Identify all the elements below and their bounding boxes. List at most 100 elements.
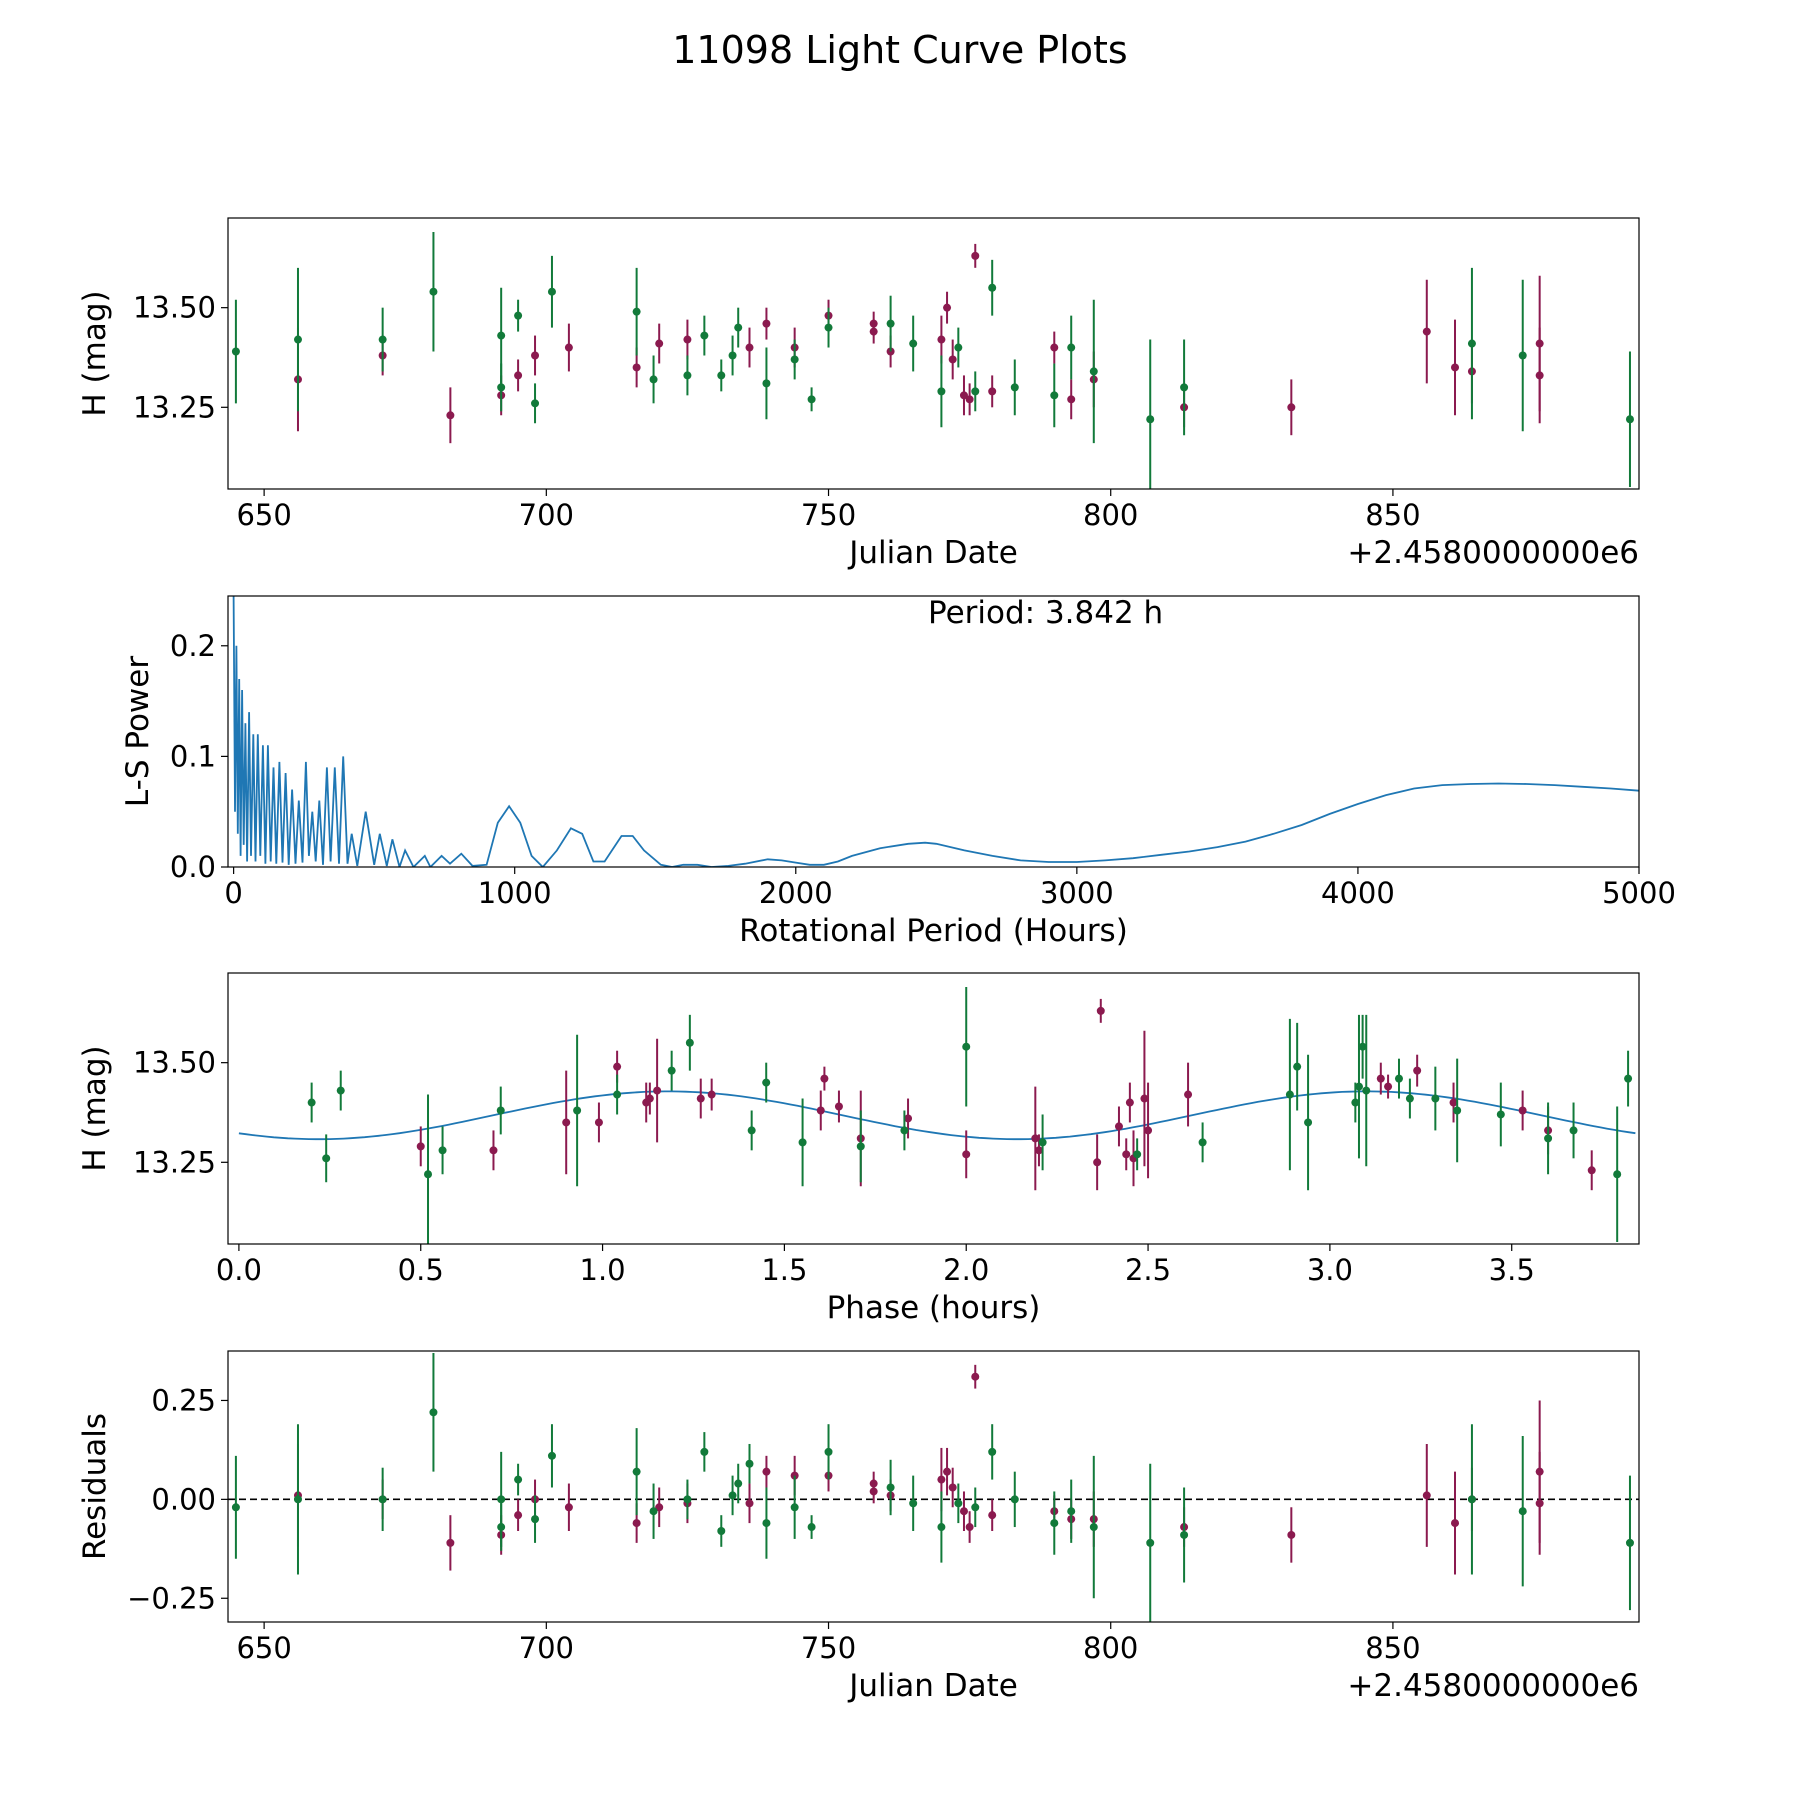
- data-point-r: [1535, 1499, 1544, 1508]
- x-tick-label: 5000: [1602, 876, 1676, 910]
- data-point-g: [886, 319, 895, 328]
- data-point-g: [336, 1086, 345, 1095]
- data-point-r: [937, 1475, 946, 1484]
- x-tick-label: 3.0: [1307, 1253, 1353, 1287]
- data-point-r: [1287, 1530, 1296, 1539]
- data-point-r: [645, 1094, 654, 1103]
- data-point-g: [514, 1475, 523, 1484]
- data-point-r: [655, 1503, 664, 1512]
- data-point-g: [531, 399, 540, 408]
- data-point-g: [728, 1491, 737, 1500]
- y-tick-label: −0.25: [127, 1581, 216, 1615]
- data-point-r: [959, 1507, 968, 1516]
- data-point-g: [1518, 351, 1527, 360]
- x-offset-text: +2.4580000000e6: [1347, 1668, 1639, 1704]
- data-point-r: [869, 327, 878, 336]
- data-point-r: [1050, 343, 1059, 352]
- data-point-g: [807, 1523, 816, 1532]
- data-point-r: [683, 335, 692, 344]
- data-point-r: [1093, 1158, 1102, 1167]
- data-point-r: [1140, 1094, 1149, 1103]
- data-point-g: [1067, 343, 1076, 352]
- y-tick-label: 0.25: [151, 1383, 216, 1417]
- x-tick-label: 1.0: [580, 1253, 626, 1287]
- data-point-r: [655, 339, 664, 348]
- data-point-r: [446, 411, 455, 420]
- data-point-g: [1304, 1118, 1313, 1127]
- period-annotation: Period: 3.842 h: [928, 595, 1163, 631]
- y-tick-label: 0.1: [170, 739, 216, 773]
- data-point-g: [1467, 1495, 1476, 1504]
- data-point-g: [1431, 1094, 1440, 1103]
- data-point-g: [1625, 415, 1634, 424]
- data-point-g: [231, 347, 240, 356]
- data-point-r: [1422, 327, 1431, 336]
- data-point-g: [700, 1447, 709, 1456]
- axes-frame-periodogram: [227, 595, 1640, 868]
- data-point-r: [816, 1106, 825, 1115]
- periodogram-line: [232, 596, 1639, 867]
- y-tick-label: 13.50: [133, 1046, 216, 1080]
- x-tick-label: 1.5: [761, 1253, 807, 1287]
- data-point-g: [514, 311, 523, 320]
- data-point-r: [962, 1150, 971, 1159]
- data-point-g: [378, 335, 387, 344]
- data-point-r: [1449, 1098, 1458, 1107]
- data-point-g: [1146, 1538, 1155, 1547]
- data-point-r: [869, 1487, 878, 1496]
- data-point-r: [745, 1499, 754, 1508]
- data-point-r: [820, 1074, 829, 1083]
- data-point-r: [489, 1146, 498, 1155]
- y-axis-label: Residuals: [77, 1413, 113, 1560]
- data-point-g: [856, 1142, 865, 1151]
- data-point-r: [1535, 371, 1544, 380]
- y-tick-label: 0.00: [151, 1482, 216, 1516]
- data-point-r: [594, 1118, 603, 1127]
- data-point-g: [293, 1495, 302, 1504]
- data-point-g: [762, 379, 771, 388]
- data-point-r: [988, 387, 997, 396]
- data-point-g: [1010, 383, 1019, 392]
- data-point-r: [564, 1503, 573, 1512]
- data-point-g: [1285, 1090, 1294, 1099]
- data-point-g: [937, 387, 946, 396]
- data-point-r: [971, 251, 980, 260]
- data-point-g: [1293, 1062, 1302, 1071]
- data-point-r: [971, 1372, 980, 1381]
- x-tick-label: 2.5: [1125, 1253, 1171, 1287]
- data-point-r: [1451, 1519, 1460, 1528]
- x-tick-label: 3000: [1040, 876, 1114, 910]
- data-point-g: [747, 1126, 756, 1135]
- y-axis-label: H (mag): [77, 1045, 113, 1171]
- data-point-g: [1038, 1138, 1047, 1147]
- data-point-g: [728, 351, 737, 360]
- y-axis-label: L-S Power: [120, 656, 156, 807]
- data-point-g: [798, 1138, 807, 1147]
- data-point-g: [1089, 367, 1098, 376]
- data-point-g: [497, 331, 506, 340]
- data-point-g: [497, 383, 506, 392]
- data-point-g: [1198, 1138, 1207, 1147]
- data-point-g: [1050, 391, 1059, 400]
- data-point-r: [959, 391, 968, 400]
- data-point-g: [424, 1170, 433, 1179]
- data-point-g: [762, 1078, 771, 1087]
- model-fit-curve: [238, 1090, 1636, 1141]
- data-point-r: [762, 1467, 771, 1476]
- x-tick-label: 2.0: [943, 1253, 989, 1287]
- x-tick-label: 650: [236, 498, 291, 532]
- data-point-g: [762, 1519, 771, 1528]
- data-point-g: [954, 1499, 963, 1508]
- data-point-g: [1354, 1082, 1363, 1091]
- x-axis-label: Phase (hours): [827, 1290, 1041, 1326]
- data-point-g: [1625, 1538, 1634, 1547]
- data-point-r: [904, 1114, 913, 1123]
- x-tick-label: 800: [1083, 1631, 1138, 1665]
- data-point-g: [429, 1408, 438, 1417]
- data-point-g: [734, 323, 743, 332]
- data-point-g: [971, 1503, 980, 1512]
- x-tick-label: 2000: [759, 876, 833, 910]
- x-tick-label: 750: [801, 1631, 856, 1665]
- data-point-g: [1180, 1530, 1189, 1539]
